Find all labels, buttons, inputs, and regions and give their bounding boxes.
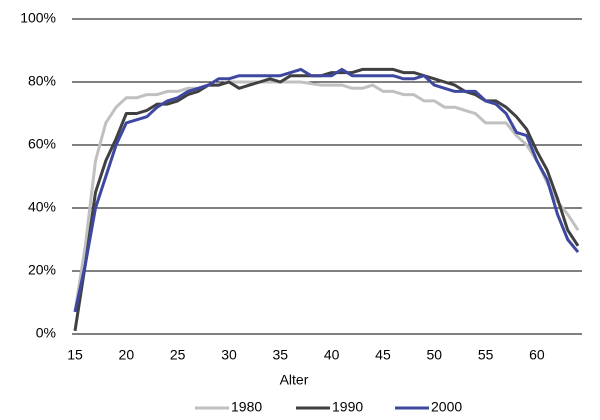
x-tick-label: 15 [67, 347, 83, 363]
y-tick-label: 100% [20, 10, 56, 26]
x-tick-label: 50 [426, 347, 442, 363]
x-axis-label: Alter [280, 372, 309, 388]
x-tick-label: 55 [478, 347, 494, 363]
x-tick-label: 35 [273, 347, 289, 363]
y-tick-label: 60% [28, 136, 56, 152]
line-series [73, 80, 580, 313]
legend-label: 1980 [231, 399, 262, 415]
x-tick-label: 30 [221, 347, 237, 363]
x-tick-label: 40 [324, 347, 340, 363]
line-series [73, 67, 580, 313]
legend-label: 1990 [332, 399, 363, 415]
y-tick-label: 0% [36, 325, 56, 341]
x-tick-label: 25 [170, 347, 186, 363]
y-tick-label: 20% [28, 262, 56, 278]
x-tick-label: 20 [119, 347, 135, 363]
x-tick-label: 60 [529, 347, 545, 363]
x-tick-label: 45 [375, 347, 391, 363]
y-tick-label: 80% [28, 73, 56, 89]
legend-label: 2000 [431, 399, 462, 415]
line-series [73, 67, 580, 332]
y-tick-label: 40% [28, 199, 56, 215]
